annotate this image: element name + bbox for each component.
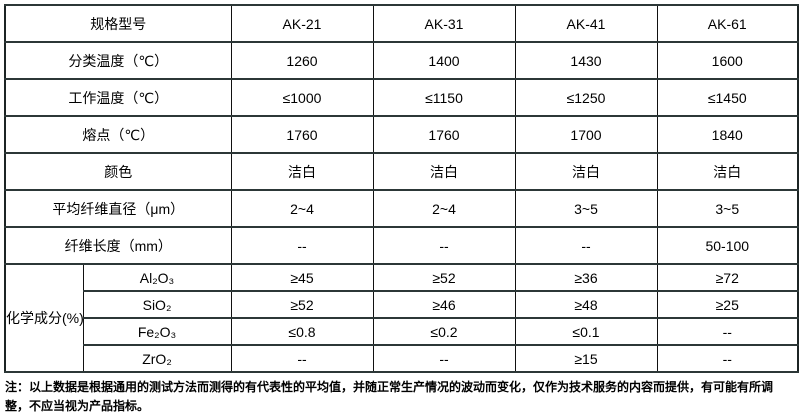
table-row-fiber-diameter: 平均纤维直径（μm） 2~4 2~4 3~5 3~5	[4, 189, 799, 228]
cell: 3~5	[656, 189, 799, 228]
table-row-header: 规格型号 AK-21 AK-31 AK-41 AK-61	[4, 4, 799, 43]
cell: ≥72	[656, 263, 799, 292]
cell: ≤1250	[514, 78, 658, 117]
table-row-working-temp: 工作温度（℃） ≤1000 ≤1150 ≤1250 ≤1450	[4, 78, 799, 117]
cell: 1260	[230, 41, 374, 80]
cell: --	[230, 226, 374, 265]
cell: 1600	[656, 41, 799, 80]
table-row-fe2o3: Fe₂O₃ ≤0.8 ≤0.2 ≤0.1 --	[5, 317, 799, 346]
cell: ≥52	[230, 290, 374, 319]
cell: 3~5	[514, 189, 658, 228]
cell: 洁白	[514, 152, 658, 191]
cell: ≥52	[372, 263, 516, 292]
cell: 1760	[372, 115, 516, 154]
footnote: 注：以上数据是根据通用的测试方法而测得的有代表性的平均值，并随正常生产情况的波动…	[5, 380, 774, 413]
chemistry-group-label: 化学成分(%)	[4, 263, 84, 373]
header-model-ak41: AK-41	[514, 4, 658, 43]
cell: ≥46	[372, 290, 516, 319]
cell: 洁白	[656, 152, 799, 191]
cell: ≥36	[514, 263, 658, 292]
cell: 洁白	[230, 152, 374, 191]
cell: ≤1150	[372, 78, 516, 117]
table-row-classification-temp: 分类温度（℃） 1260 1400 1430 1600	[4, 41, 799, 80]
formula-label: Fe₂O₃	[82, 317, 232, 346]
row-label: 熔点（℃）	[4, 115, 232, 154]
cell: ≤1000	[230, 78, 374, 117]
formula-label: Al₂O₃	[82, 263, 232, 292]
table-row-zro2: ZrO₂ -- -- ≥15 --	[5, 344, 799, 373]
formula-label: SiO₂	[82, 290, 232, 319]
cell: 1430	[514, 41, 658, 80]
cell: --	[514, 226, 658, 265]
cell: 50-100	[656, 226, 799, 265]
cell: 洁白	[372, 152, 516, 191]
cell: 1840	[656, 115, 799, 154]
header-label: 规格型号	[4, 4, 232, 43]
cell: --	[230, 344, 374, 373]
cell: 2~4	[372, 189, 516, 228]
spec-table: 规格型号 AK-21 AK-31 AK-41 AK-61 分类温度（℃） 126…	[4, 4, 799, 373]
row-label: 平均纤维直径（μm）	[4, 189, 232, 228]
cell: ≥25	[656, 290, 799, 319]
cell: --	[372, 344, 516, 373]
table-row-color: 颜色 洁白 洁白 洁白 洁白	[4, 152, 799, 191]
cell: 1700	[514, 115, 658, 154]
cell: --	[372, 226, 516, 265]
row-label: 纤维长度（mm）	[4, 226, 232, 265]
table-row-melting-point: 熔点（℃） 1760 1760 1700 1840	[4, 115, 799, 154]
cell: ≤0.2	[372, 317, 516, 346]
table-row-sio2: SiO₂ ≥52 ≥46 ≥48 ≥25	[5, 290, 799, 319]
row-label: 颜色	[4, 152, 232, 191]
cell: --	[656, 317, 799, 346]
cell: ≥15	[514, 344, 658, 373]
row-label: 分类温度（℃）	[4, 41, 232, 80]
cell: 2~4	[230, 189, 374, 228]
cell: ≥48	[514, 290, 658, 319]
cell: ≤1450	[656, 78, 799, 117]
cell: 1400	[372, 41, 516, 80]
table-row-al2o3: 化学成分(%) Al₂O₃ ≥45 ≥52 ≥36 ≥72	[4, 263, 799, 373]
row-label: 工作温度（℃）	[4, 78, 232, 117]
cell: ≤0.8	[230, 317, 374, 346]
cell: --	[656, 344, 799, 373]
header-model-ak61: AK-61	[656, 4, 799, 43]
table-row-fiber-length: 纤维长度（mm） -- -- -- 50-100	[4, 226, 799, 265]
header-model-ak21: AK-21	[230, 4, 374, 43]
header-model-ak31: AK-31	[372, 4, 516, 43]
cell: ≤0.1	[514, 317, 658, 346]
formula-label: ZrO₂	[82, 344, 232, 373]
cell: ≥45	[230, 263, 374, 292]
cell: 1760	[230, 115, 374, 154]
